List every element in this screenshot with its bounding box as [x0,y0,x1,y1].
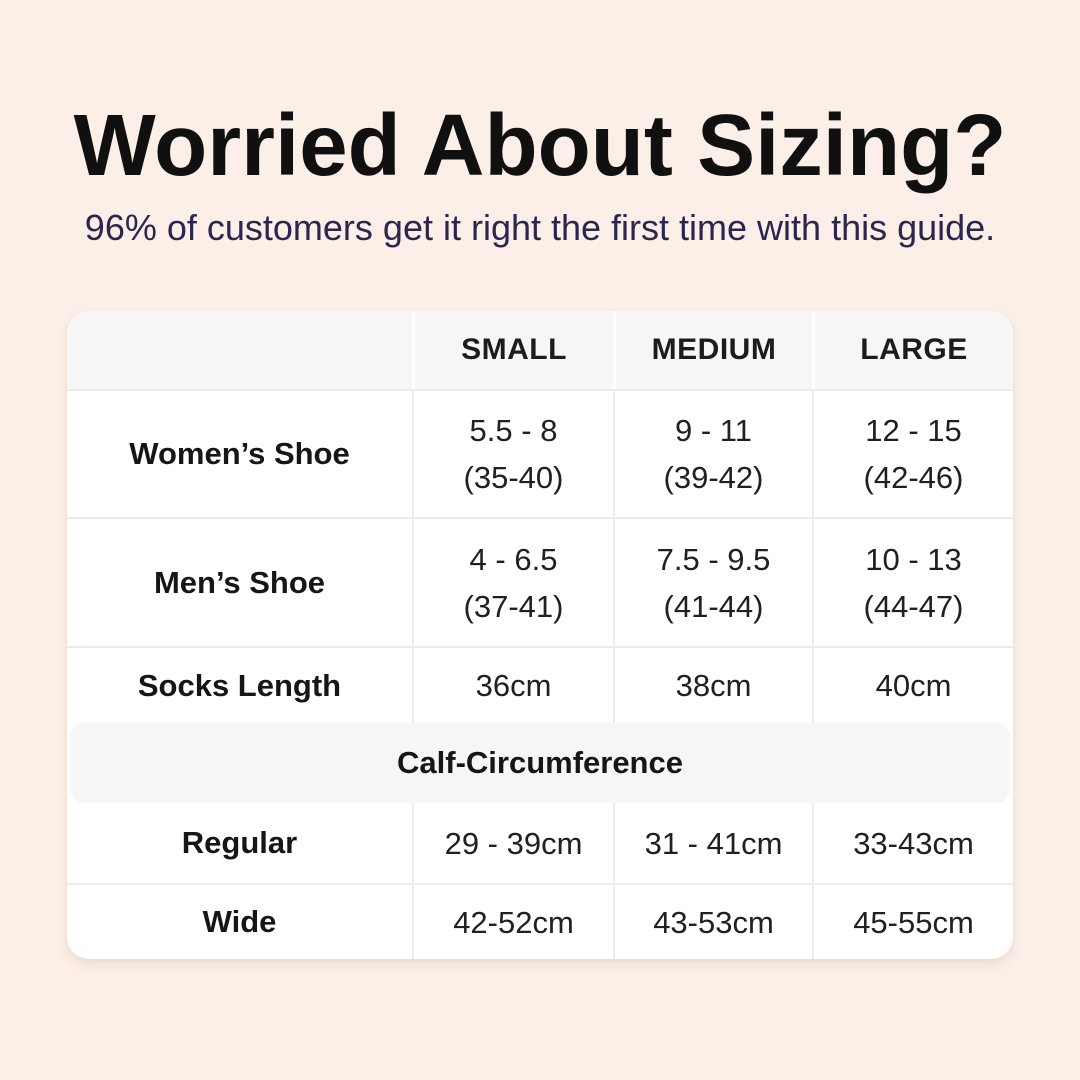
cell-value-line: 7.5 - 9.5 [656,541,771,577]
cell-wide-small: 42-52cm [412,885,613,959]
column-header-blank [67,311,412,389]
cell-value-line: (42-46) [863,460,964,495]
page-subtitle: 96% of customers get it right the first … [84,207,996,248]
row-label: Regular [181,825,298,860]
cell-socks-small: 36cm [412,648,613,723]
cell-value-line: 36cm [475,668,552,703]
cell-mens-small: 4 - 6.5 (37-41) [412,519,613,646]
column-header-large: LARGE [812,311,1013,389]
cell-value-line: (44-47) [863,588,964,624]
cell-value-line: 31 - 41cm [644,825,783,861]
section-header-label: Calf-Circumference [397,745,683,780]
table-header-row: SMALL MEDIUM LARGE [67,311,1013,389]
cell-value-line: (35-40) [463,460,564,495]
cell-value-line: 43-53cm [653,904,774,940]
table-row-socks-length: Socks Length 36cm 38cm 40cm [67,646,1013,723]
cell-mens-large: 10 - 13 (44-47) [812,519,1013,646]
column-header-medium: MEDIUM [613,311,812,389]
cell-value-line: 29 - 39cm [444,825,583,861]
cell-value-line: 38cm [675,668,752,703]
row-label: Men’s Shoe [153,564,326,600]
cell-value-line: 10 - 13 [865,541,962,577]
cell-value-line: (37-41) [463,588,564,624]
table-row-mens-shoe: Men’s Shoe 4 - 6.5 (37-41) 7.5 - 9.5 (41… [67,517,1013,646]
cell-socks-medium: 38cm [613,648,812,723]
page-title: Worried About Sizing? [73,97,1007,194]
cell-value-line: (39-42) [663,460,764,495]
table-row-womens-shoe: Women’s Shoe 5.5 - 8 (35-40) 9 - 11 (39-… [67,389,1013,517]
cell-value-line: 9 - 11 [675,413,752,448]
cell-value-line: 12 - 15 [865,413,962,448]
column-header-small: SMALL [412,311,613,389]
cell-value-line: 4 - 6.5 [469,541,558,577]
cell-regular-large: 33-43cm [812,803,1013,883]
row-label: Women’s Shoe [129,436,350,471]
cell-womens-large: 12 - 15 (42-46) [812,391,1013,517]
row-label: Wide [202,904,277,939]
cell-value-line: 33-43cm [853,825,974,861]
cell-socks-large: 40cm [812,648,1013,723]
size-guide-table: SMALL MEDIUM LARGE Women’s Shoe 5.5 - 8 … [67,311,1013,959]
cell-mens-medium: 7.5 - 9.5 (41-44) [613,519,812,646]
row-label: Socks Length [137,667,342,703]
cell-regular-medium: 31 - 41cm [613,803,812,883]
cell-value-line: 40cm [875,668,952,703]
cell-wide-medium: 43-53cm [613,885,812,959]
cell-value-line: 42-52cm [453,904,574,940]
section-header-calf-circumference: Calf-Circumference [70,723,1010,803]
cell-value-line: 5.5 - 8 [469,413,558,448]
cell-value-line: 45-55cm [853,904,974,940]
cell-value-line: (41-44) [663,588,764,624]
table-row-regular: Regular 29 - 39cm 31 - 41cm 33-43cm [67,803,1013,883]
cell-womens-medium: 9 - 11 (39-42) [613,391,812,517]
cell-regular-small: 29 - 39cm [412,803,613,883]
cell-womens-small: 5.5 - 8 (35-40) [412,391,613,517]
table-row-wide: Wide 42-52cm 43-53cm 45-55cm [67,883,1013,959]
cell-wide-large: 45-55cm [812,885,1013,959]
